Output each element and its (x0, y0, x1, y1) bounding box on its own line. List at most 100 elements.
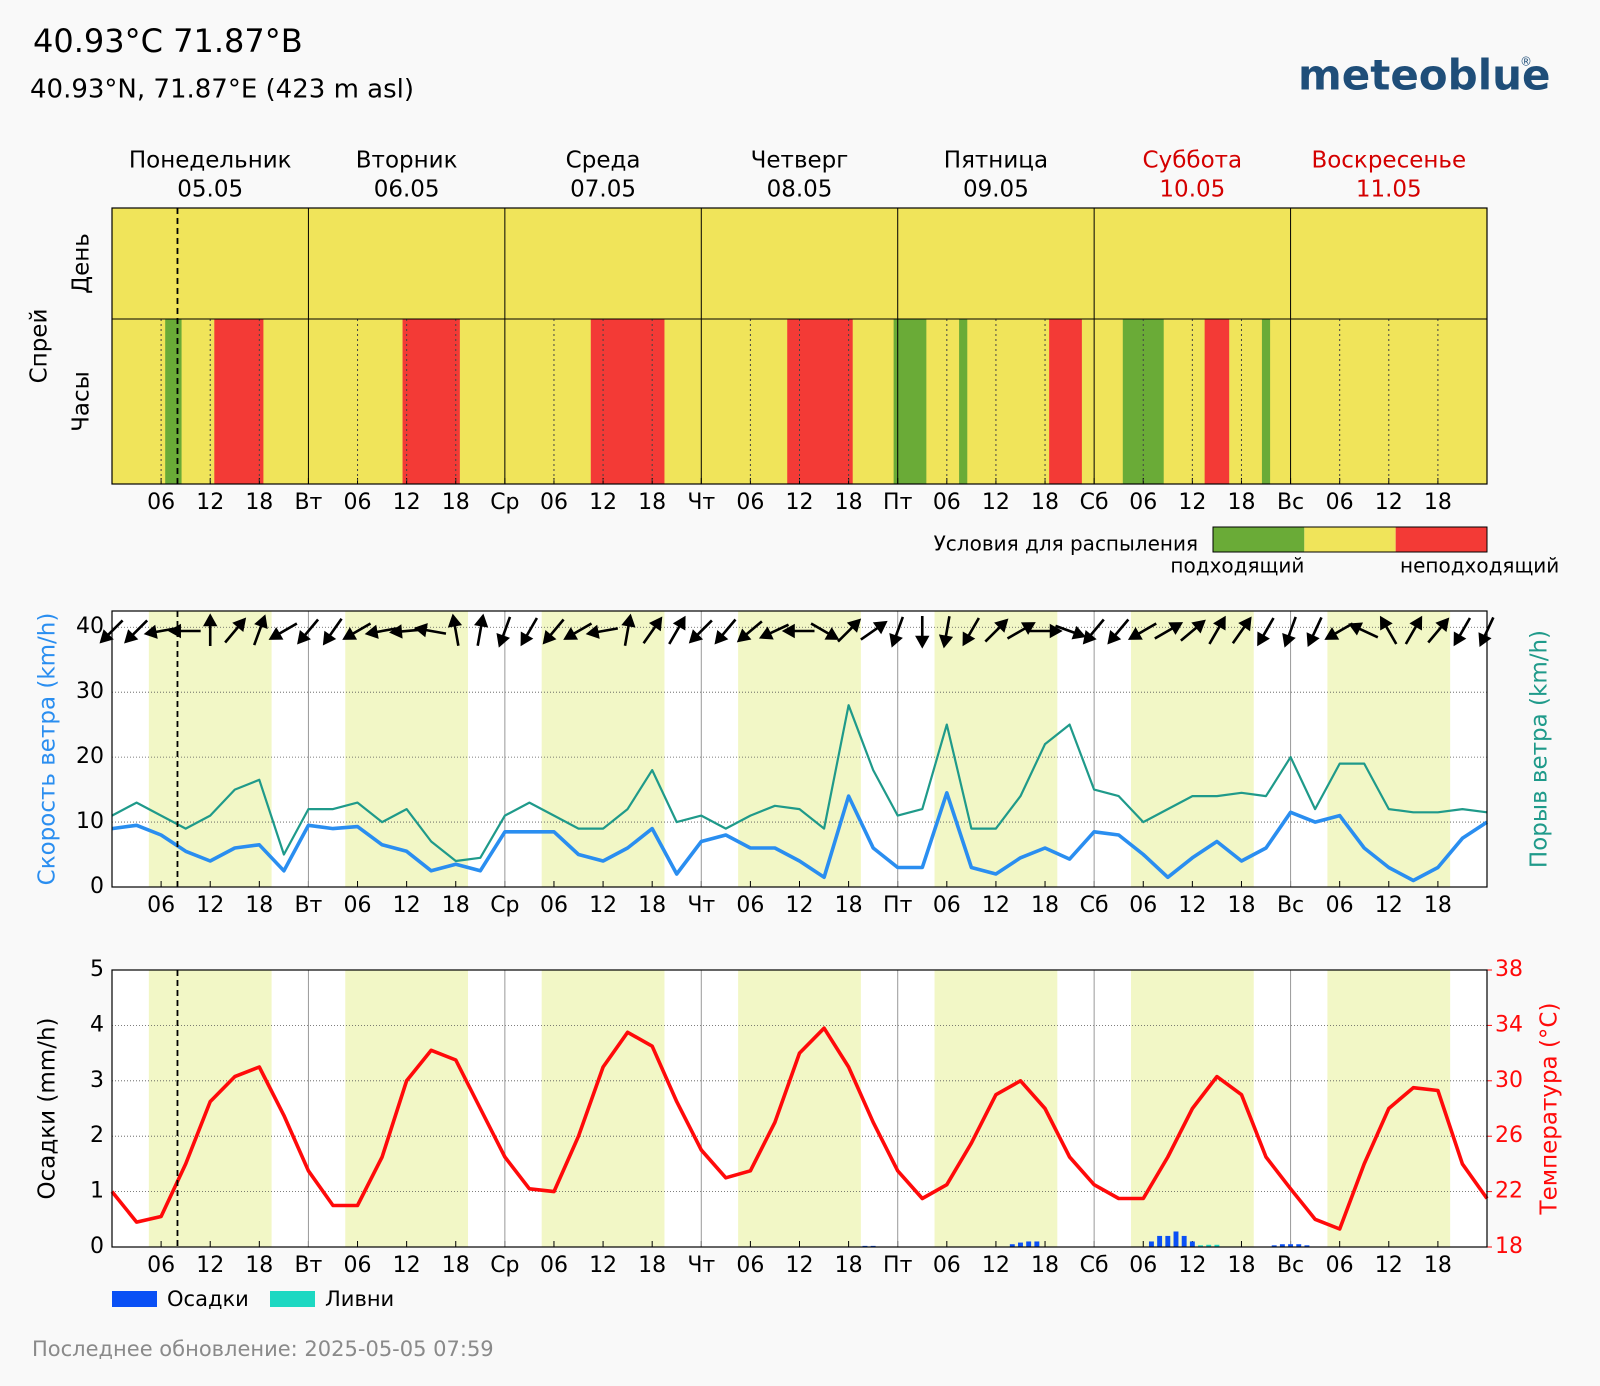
wind-arrow (268, 622, 298, 640)
wind-arrow (563, 622, 593, 640)
wind-arrow (474, 613, 489, 646)
spray-segment (1122, 319, 1164, 484)
x-tick-label: Сб (1080, 893, 1109, 918)
daylight (345, 970, 469, 1247)
x-tick-label: 18 (1227, 893, 1255, 918)
x-tick-label: 12 (1178, 490, 1206, 515)
logo: meteoblue (1298, 51, 1551, 100)
wind-arrow (781, 623, 815, 639)
spray-segment (590, 319, 665, 484)
y2-axis-label: Порыв ветра (km/h) (1527, 630, 1553, 868)
wind-arrow (1154, 622, 1184, 640)
y-tick-label: 10 (76, 809, 104, 834)
wind-arrow (252, 614, 268, 646)
wind-arrow (1306, 616, 1323, 648)
x-tick-label: 12 (1178, 893, 1206, 918)
wind-arrow (810, 622, 840, 640)
x-tick-label: 06 (736, 893, 764, 918)
wind-arrow (621, 613, 636, 646)
y-tick-label: 0 (90, 1234, 104, 1259)
x-tick-label: 12 (982, 893, 1010, 918)
wind-arrow (915, 616, 930, 649)
day-name: Вторник (356, 148, 458, 174)
x-tick-label: 12 (196, 1253, 224, 1278)
daylight (1327, 611, 1451, 887)
daylight (1130, 611, 1254, 887)
spray-segment (214, 319, 264, 484)
plot-frame (111, 207, 1488, 485)
spray-segment (1261, 319, 1271, 484)
wind-arrow (1257, 617, 1275, 647)
y-tick-label: 20 (76, 744, 104, 769)
logo-mark: ® (1520, 55, 1532, 69)
x-tick-label: Чт (687, 893, 715, 918)
x-tick-label: 12 (982, 490, 1010, 515)
day-name: Среда (566, 148, 641, 174)
x-tick-label: Пт (883, 490, 913, 515)
wind-arrow (714, 618, 737, 645)
legend-label: подходящий (1170, 554, 1304, 578)
x-tick-label: Вт (294, 893, 322, 918)
day-date: 05.05 (177, 177, 243, 203)
wind-arrow (1453, 617, 1472, 647)
wind-arrow (447, 613, 463, 646)
wind-arrow (342, 622, 372, 640)
legend-swatch (112, 1291, 157, 1307)
x-tick-label: 18 (1031, 490, 1059, 515)
daylight (934, 611, 1058, 887)
x-tick-label: 18 (442, 1253, 470, 1278)
spray-segment (402, 319, 460, 484)
legend-label: неподходящий (1400, 554, 1559, 578)
wind-arrow (962, 617, 981, 647)
legend-frame (1212, 526, 1488, 553)
x-tick-label: 12 (589, 490, 617, 515)
x-tick-label: 06 (736, 490, 764, 515)
x-tick-label: 06 (540, 1253, 568, 1278)
wind-speed-line (111, 791, 1488, 883)
wind-arrow (496, 616, 512, 648)
day-name: Пятница (944, 148, 1048, 174)
spray-segment (165, 319, 182, 484)
x-tick-label: Чт (687, 1253, 715, 1278)
y-tick-label: 3 (90, 1068, 104, 1093)
x-tick-label: Вс (1277, 1253, 1304, 1278)
x-tick-label: 18 (1424, 1253, 1452, 1278)
x-tick-label: Чт (687, 490, 715, 515)
precip-bar (1198, 1245, 1203, 1247)
x-tick-label: 06 (1129, 893, 1157, 918)
x-tick-label: Ср (490, 1253, 519, 1278)
x-tick-label: 06 (540, 893, 568, 918)
y2-axis-label: Температура (°C) (1537, 1003, 1563, 1216)
legend-label: Ливни (325, 1287, 394, 1311)
x-tick-label: 18 (1424, 490, 1452, 515)
wind-arrow (984, 618, 1009, 643)
x-tick-label: 12 (393, 490, 421, 515)
precip-bar (1206, 1244, 1212, 1247)
x-tick-label: 12 (393, 893, 421, 918)
wind-arrow (585, 624, 619, 639)
x-tick-label: 06 (147, 893, 175, 918)
x-tick-label: 12 (1375, 490, 1403, 515)
x-tick-label: 18 (835, 893, 863, 918)
x-tick-label: 12 (786, 893, 814, 918)
day-date: 06.05 (374, 177, 440, 203)
wind-arrow (1180, 619, 1206, 642)
daylight (345, 611, 469, 887)
x-tick-label: 06 (1129, 1253, 1157, 1278)
daylight (738, 611, 861, 887)
x-tick-label: 18 (1031, 893, 1059, 918)
precip-bar (1296, 1244, 1302, 1247)
x-tick-label: 12 (786, 490, 814, 515)
wind-arrow (1082, 618, 1105, 645)
x-tick-label: 12 (1178, 1253, 1206, 1278)
x-tick-label: 12 (786, 1253, 814, 1278)
daylight (934, 970, 1058, 1247)
y-axis-label: Спрей (27, 309, 53, 384)
day-name: Суббота (1143, 148, 1243, 174)
daylight (738, 970, 861, 1247)
x-tick-label: Пт (883, 1253, 913, 1278)
day-date: 08.05 (767, 177, 833, 203)
row-label: День (69, 233, 95, 294)
x-tick-label: Ср (490, 490, 519, 515)
x-tick-label: Вс (1277, 893, 1304, 918)
